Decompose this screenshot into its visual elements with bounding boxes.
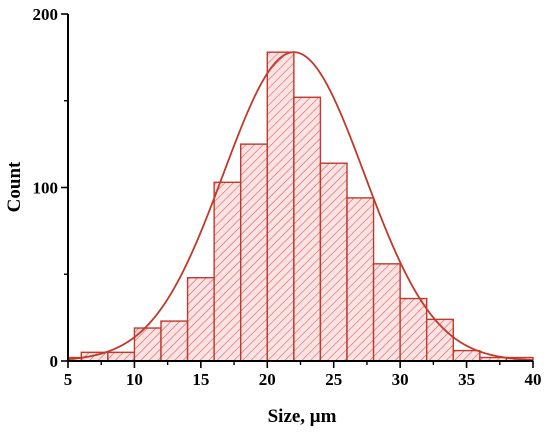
x-tick-label-0: 5 [64, 370, 73, 389]
x-tick-label-4: 25 [325, 370, 342, 389]
histogram-bar-13 [399, 297, 428, 362]
histogram-bar-10 [319, 162, 348, 362]
histogram-bar-15 [452, 349, 481, 362]
histogram-bar-6 [213, 181, 242, 362]
histogram-bar-2 [107, 351, 136, 362]
histogram-bar-12 [372, 263, 401, 362]
histogram-bar-4 [160, 320, 189, 362]
histogram-bars [67, 51, 534, 362]
histogram-bar-9 [293, 96, 322, 362]
y-tick-label-2: 200 [33, 5, 59, 24]
histogram-bar-5 [186, 277, 215, 362]
y-tick-label-1: 100 [33, 179, 59, 198]
histogram-bar-7 [240, 143, 268, 362]
histogram-bar-8 [266, 51, 295, 362]
x-tick-label-7: 40 [525, 370, 542, 389]
y-tick-label-0: 0 [50, 352, 59, 371]
x-tick-label-1: 10 [126, 370, 143, 389]
gaussian-fit-curve [67, 51, 534, 361]
x-tick-label-5: 30 [392, 370, 409, 389]
y-axis-title: Count [4, 161, 25, 212]
x-tick-label-2: 15 [192, 370, 209, 389]
histogram-bar-11 [346, 197, 375, 362]
axes: 5 10 15 20 25 30 35 40 0 100 200 [33, 5, 542, 389]
x-tick-label-6: 35 [458, 370, 475, 389]
x-axis-title: Size, μm [268, 406, 337, 427]
x-tick-label-3: 20 [259, 370, 276, 389]
